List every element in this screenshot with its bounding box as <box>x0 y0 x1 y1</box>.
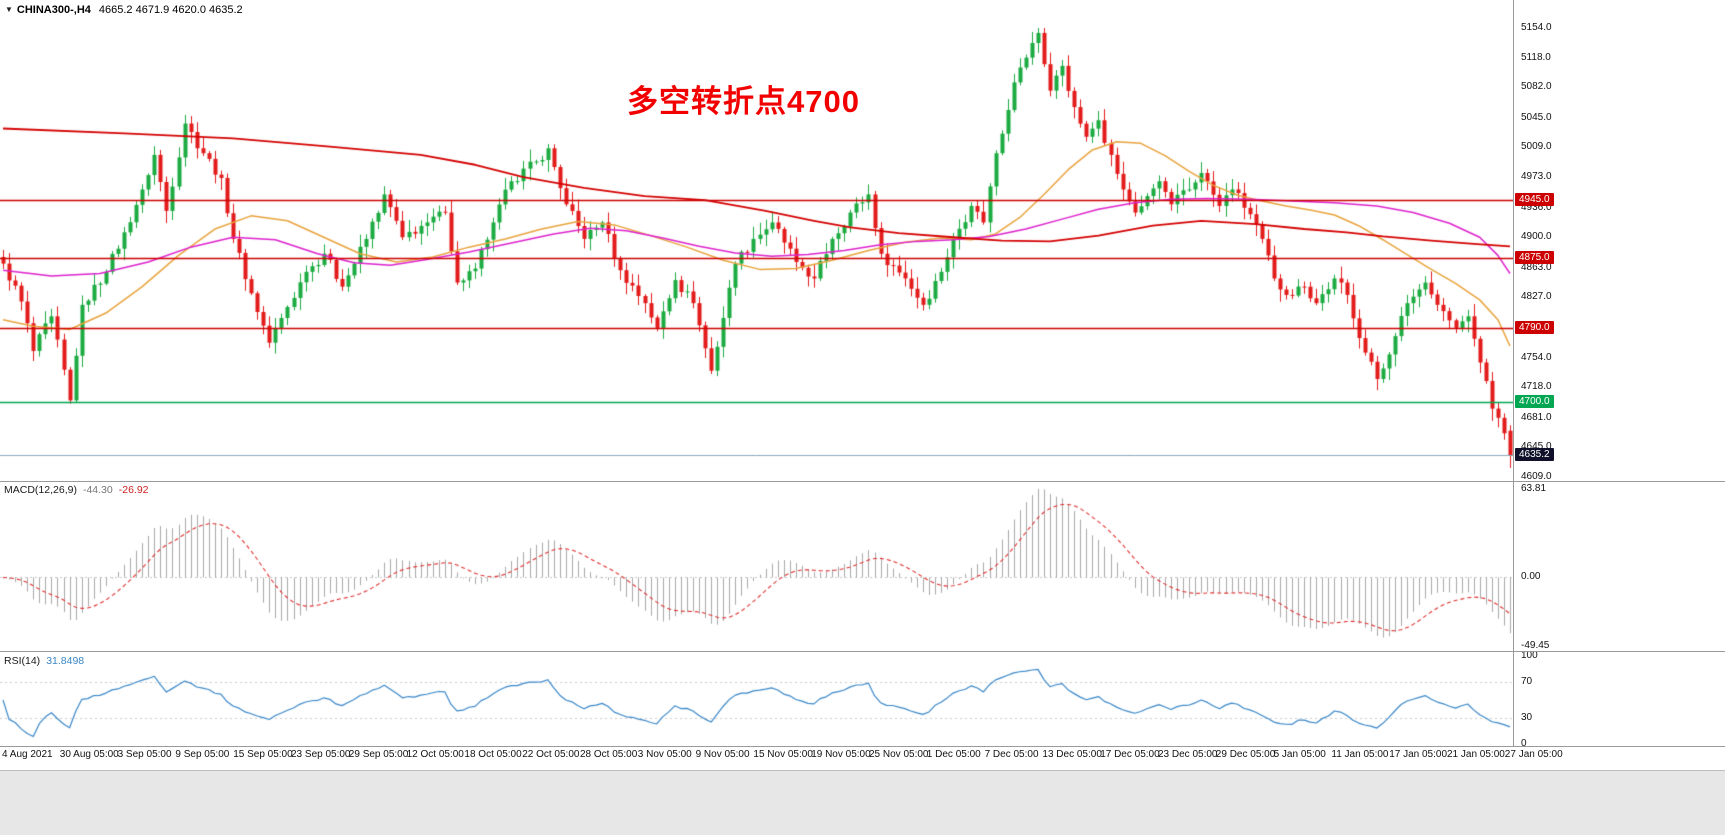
price-axis-border <box>1513 0 1514 746</box>
price-tick-label: 5154.0 <box>1521 22 1552 33</box>
time-tick-label: 17 Dec 05:00 <box>1100 749 1160 760</box>
rsi-tick-label: 70 <box>1521 676 1533 688</box>
macd-signal-value: -26.92 <box>118 484 149 496</box>
price-tick-label: 4718.0 <box>1521 381 1552 393</box>
price-tick-label: 5045.0 <box>1521 111 1552 123</box>
macd-tick-label: 0.00 <box>1521 571 1541 583</box>
price-level-badge: 4875.0 <box>1515 250 1554 264</box>
time-tick-label: 7 Dec 05:00 <box>984 749 1039 760</box>
price-level-badge: 4790.0 <box>1515 320 1554 334</box>
macd-name: MACD(12,26,9) <box>4 484 77 496</box>
chart-annotation-text[interactable]: 多空转折点4700 <box>627 84 860 119</box>
time-tick-label: 9 Nov 05:00 <box>695 749 750 760</box>
time-tick-label: 23 Dec 05:00 <box>1158 749 1218 760</box>
rsi-tick-label: 30 <box>1521 711 1533 723</box>
macd-indicator-label: MACD(12,26,9) -44.30 -26.92 <box>4 484 149 496</box>
time-tick-label: 18 Oct 05:00 <box>464 749 522 760</box>
price-tick-label: 4645.0 <box>1521 441 1552 453</box>
bid-price-badge: 4635.2 <box>1515 448 1554 462</box>
rsi-tick-label: 100 <box>1521 650 1538 661</box>
time-tick-label: 19 Nov 05:00 <box>811 749 871 760</box>
time-tick-label: 21 Jan 05:00 <box>1447 749 1505 760</box>
time-axis-border <box>0 746 1725 747</box>
time-tick-label: 15 Sep 05:00 <box>233 749 293 760</box>
rsi-name: RSI(14) <box>4 655 41 667</box>
time-tick-label: 4 Aug 2021 <box>2 749 53 760</box>
time-tick-label: 30 Aug 05:00 <box>59 749 119 760</box>
price-axis[interactable]: 5154.0 5118.0 5082.0 5045.0 5009.0 4973.0 4936… <box>1514 0 1725 749</box>
price-tick-label: 4754.0 <box>1521 351 1552 363</box>
price-tick-label: 4973.0 <box>1521 171 1552 183</box>
rsi-value: 31.8498 <box>46 655 85 667</box>
window-bottom-area <box>0 770 1725 835</box>
price-tick-label: 4900.0 <box>1521 231 1552 243</box>
time-tick-label: 29 Sep 05:00 <box>348 749 409 760</box>
price-level-badge: 4945.0 <box>1515 193 1554 207</box>
time-tick-label: 9 Sep 05:00 <box>175 749 230 760</box>
price-tick-label: 4681.0 <box>1521 411 1552 423</box>
rsi-indicator-label: RSI(14) 31.8498 <box>4 655 84 667</box>
rsi-tick-label: 0 <box>1521 738 1527 749</box>
macd-tick-label: 63.81 <box>1521 483 1547 494</box>
symbol-dropdown-icon[interactable]: ▼ <box>5 5 13 14</box>
symbol-timeframe-label: CHINA300-,H4 <box>16 4 91 16</box>
time-tick-label: 13 Dec 05:00 <box>1042 749 1102 760</box>
pane-separator-macd[interactable] <box>0 481 1725 482</box>
chart-canvas[interactable] <box>0 0 1513 746</box>
time-tick-label: 3 Nov 05:00 <box>637 749 692 760</box>
time-tick-label: 3 Sep 05:00 <box>117 749 172 760</box>
time-tick-label: 11 Jan 05:00 <box>1331 749 1389 760</box>
time-tick-label: 1 Dec 05:00 <box>926 749 981 760</box>
time-tick-label: 15 Nov 05:00 <box>753 749 813 760</box>
price-tick-label: 5118.0 <box>1521 51 1551 63</box>
time-axis[interactable]: 4 Aug 2021 30 Aug 05:00 3 Sep 05:00 9 Sep 0… <box>0 747 1725 769</box>
time-tick-label: 27 Jan 05:00 <box>1504 749 1563 760</box>
price-level-badge: 4700.0 <box>1515 395 1554 409</box>
macd-tick-label: -49.45 <box>1521 640 1550 651</box>
time-tick-label: 5 Jan 05:00 <box>1273 749 1326 760</box>
price-tick-label: 4827.0 <box>1521 291 1552 303</box>
time-tick-label: 22 Oct 05:00 <box>522 749 580 760</box>
price-tick-label: 5082.0 <box>1521 81 1552 93</box>
time-tick-label: 29 Dec 05:00 <box>1215 749 1276 760</box>
price-tick-label: 4936.0 <box>1521 201 1552 213</box>
ohlc-readout: 4665.2 4671.9 4620.0 4635.2 <box>98 4 243 16</box>
macd-main-value: -44.30 <box>82 484 113 496</box>
time-tick-label: 23 Sep 05:00 <box>291 749 351 760</box>
price-tick-label: 5009.0 <box>1521 141 1552 153</box>
time-tick-label: 17 Jan 05:00 <box>1389 749 1448 760</box>
price-tick-label: 4863.0 <box>1521 261 1552 273</box>
time-tick-label: 28 Oct 05:00 <box>580 749 638 760</box>
chart-header: ▼ CHINA300-,H4 4665.2 4671.9 4620.0 4635.2 <box>5 4 243 16</box>
price-tick-label: 4609.0 <box>1521 471 1552 482</box>
time-tick-label: 12 Oct 05:00 <box>406 749 464 760</box>
pane-separator-rsi[interactable] <box>0 651 1725 652</box>
time-tick-label: 25 Nov 05:00 <box>869 749 929 760</box>
